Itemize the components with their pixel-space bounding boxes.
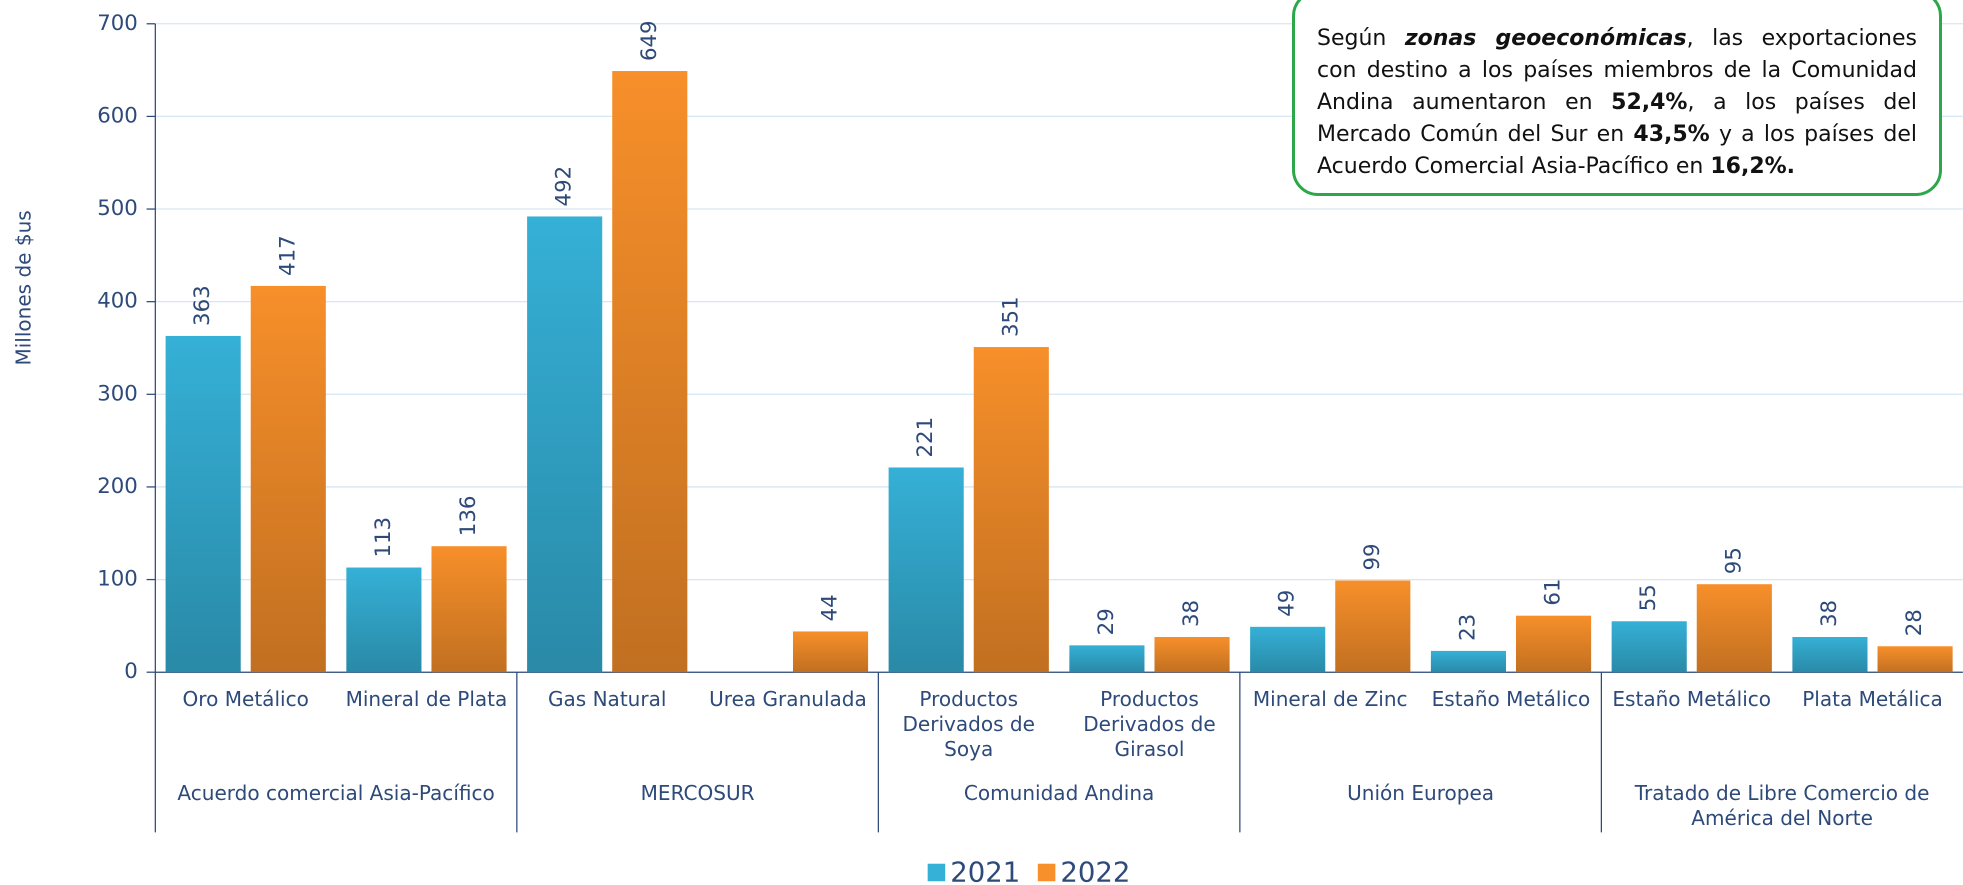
bar-shade — [1696, 584, 1772, 673]
bar-shade — [1877, 646, 1953, 673]
x-tick-label: Productos Derivados de Girasol — [1083, 687, 1216, 762]
bar-shade — [1154, 636, 1230, 673]
value-label: 55 — [1636, 584, 1661, 611]
annotation-text: 16,2%. — [1710, 154, 1796, 179]
x-tick-label: Oro Metálico — [182, 687, 309, 712]
x-tick-label: Productos Derivados de Soya — [902, 687, 1035, 762]
value-label: 417 — [275, 235, 300, 276]
bar-shade — [612, 71, 688, 673]
x-tick-label-box: Oro Metálico — [182, 687, 309, 712]
bar-shade — [527, 216, 603, 673]
x-tick-label-box: Mineral de Plata — [345, 687, 508, 712]
annotation-text: Según — [1317, 26, 1405, 51]
bar-shade — [165, 335, 241, 673]
y-tick-label: 700 — [97, 11, 138, 36]
annotation: Según zonas geoeconómicas, las exportaci… — [1292, 0, 1942, 196]
bar-shade — [973, 347, 1049, 673]
annotation-text: , las exportaciones con destino a los pa… — [1317, 26, 1917, 115]
value-label: 28 — [1902, 609, 1927, 636]
value-label: 492 — [552, 166, 577, 207]
group-label-box: Acuerdo comercial Asia-Pacífico — [177, 781, 495, 805]
group-label: MERCOSUR — [640, 781, 755, 805]
annotation-text: zonas geoeconómicas — [1404, 26, 1687, 51]
bar-shade — [1792, 636, 1868, 673]
x-tick-label-box: Mineral de Zinc — [1252, 687, 1408, 712]
value-label: 38 — [1817, 600, 1842, 627]
x-tick-label-box: Estaño Metálico — [1431, 687, 1591, 712]
y-axis-label: Millones de $us — [12, 210, 36, 365]
legend-label: 2021 — [950, 857, 1020, 885]
group-label: Tratado de Libre Comercio de América del… — [1634, 781, 1930, 830]
legend-swatch — [927, 863, 946, 882]
group-label-box: Tratado de Libre Comercio de América del… — [1634, 781, 1930, 830]
bar-shade — [888, 467, 964, 673]
x-tick-label-box: Estaño Metálico — [1612, 687, 1772, 712]
value-label: 649 — [637, 20, 662, 61]
x-tick-label-box: Productos Derivados de Soya — [902, 687, 1035, 762]
group-label: Acuerdo comercial Asia-Pacífico — [177, 781, 495, 805]
x-tick-label-box: Gas Natural — [547, 687, 667, 712]
group-label: Unión Europea — [1347, 781, 1495, 805]
group-label-box: MERCOSUR — [640, 781, 755, 805]
value-label: 95 — [1721, 547, 1746, 574]
bar-shade — [1430, 650, 1506, 673]
annotation-text: , a los países del Mercado Común del Sur… — [1317, 90, 1917, 147]
legend-label: 2022 — [1060, 857, 1130, 885]
y-tick-label: 0 — [124, 659, 138, 684]
value-label: 29 — [1094, 608, 1119, 635]
x-tick-label-box: Urea Granulada — [709, 687, 867, 712]
bar-shade — [1611, 621, 1687, 673]
legend-swatch — [1037, 863, 1056, 882]
x-tick-label: Gas Natural — [547, 687, 667, 712]
value-label: 363 — [190, 285, 215, 326]
x-tick-label: Mineral de Plata — [345, 687, 508, 712]
bar-shade — [1250, 626, 1326, 673]
bar-shade — [346, 567, 422, 673]
value-label: 61 — [1541, 579, 1566, 606]
group-label-box: Unión Europea — [1347, 781, 1495, 805]
value-label: 113 — [371, 517, 396, 558]
value-label: 23 — [1455, 614, 1480, 641]
value-label: 136 — [456, 496, 481, 537]
x-tick-label-box: Plata Metálica — [1802, 687, 1943, 712]
y-tick-label: 600 — [97, 103, 138, 128]
bar-shade — [431, 546, 507, 673]
annotation-text: 43,5% — [1633, 122, 1710, 147]
bar-shade — [1335, 580, 1411, 673]
value-label: 99 — [1360, 543, 1385, 570]
value-label: 351 — [998, 296, 1023, 337]
y-tick-label: 200 — [97, 474, 138, 499]
x-tick-label: Urea Granulada — [709, 687, 867, 712]
value-label: 221 — [913, 417, 938, 458]
y-tick-label: 500 — [97, 196, 138, 221]
bar-shade — [792, 631, 869, 673]
y-tick-label: 400 — [97, 289, 138, 314]
x-tick-label: Mineral de Zinc — [1252, 687, 1408, 712]
value-label: 49 — [1275, 590, 1300, 617]
value-label: 44 — [818, 594, 843, 621]
bar-shade — [1069, 645, 1145, 673]
x-tick-label-box: Productos Derivados de Girasol — [1083, 687, 1216, 762]
group-label: Comunidad Andina — [963, 781, 1155, 805]
x-tick-label: Estaño Metálico — [1431, 687, 1591, 712]
group-label-box: Comunidad Andina — [963, 781, 1155, 805]
x-tick-label: Estaño Metálico — [1612, 687, 1772, 712]
value-label: 38 — [1179, 600, 1204, 627]
annotation-text: 52,4% — [1611, 90, 1688, 115]
y-tick-label: 300 — [97, 381, 138, 406]
bar-shade — [1516, 615, 1592, 673]
y-tick-label: 100 — [97, 567, 138, 592]
annotation-text: y a los países del Acuerdo Comercial Asi… — [1317, 122, 1917, 179]
bar-shade — [250, 285, 326, 673]
x-tick-label: Plata Metálica — [1802, 687, 1943, 712]
